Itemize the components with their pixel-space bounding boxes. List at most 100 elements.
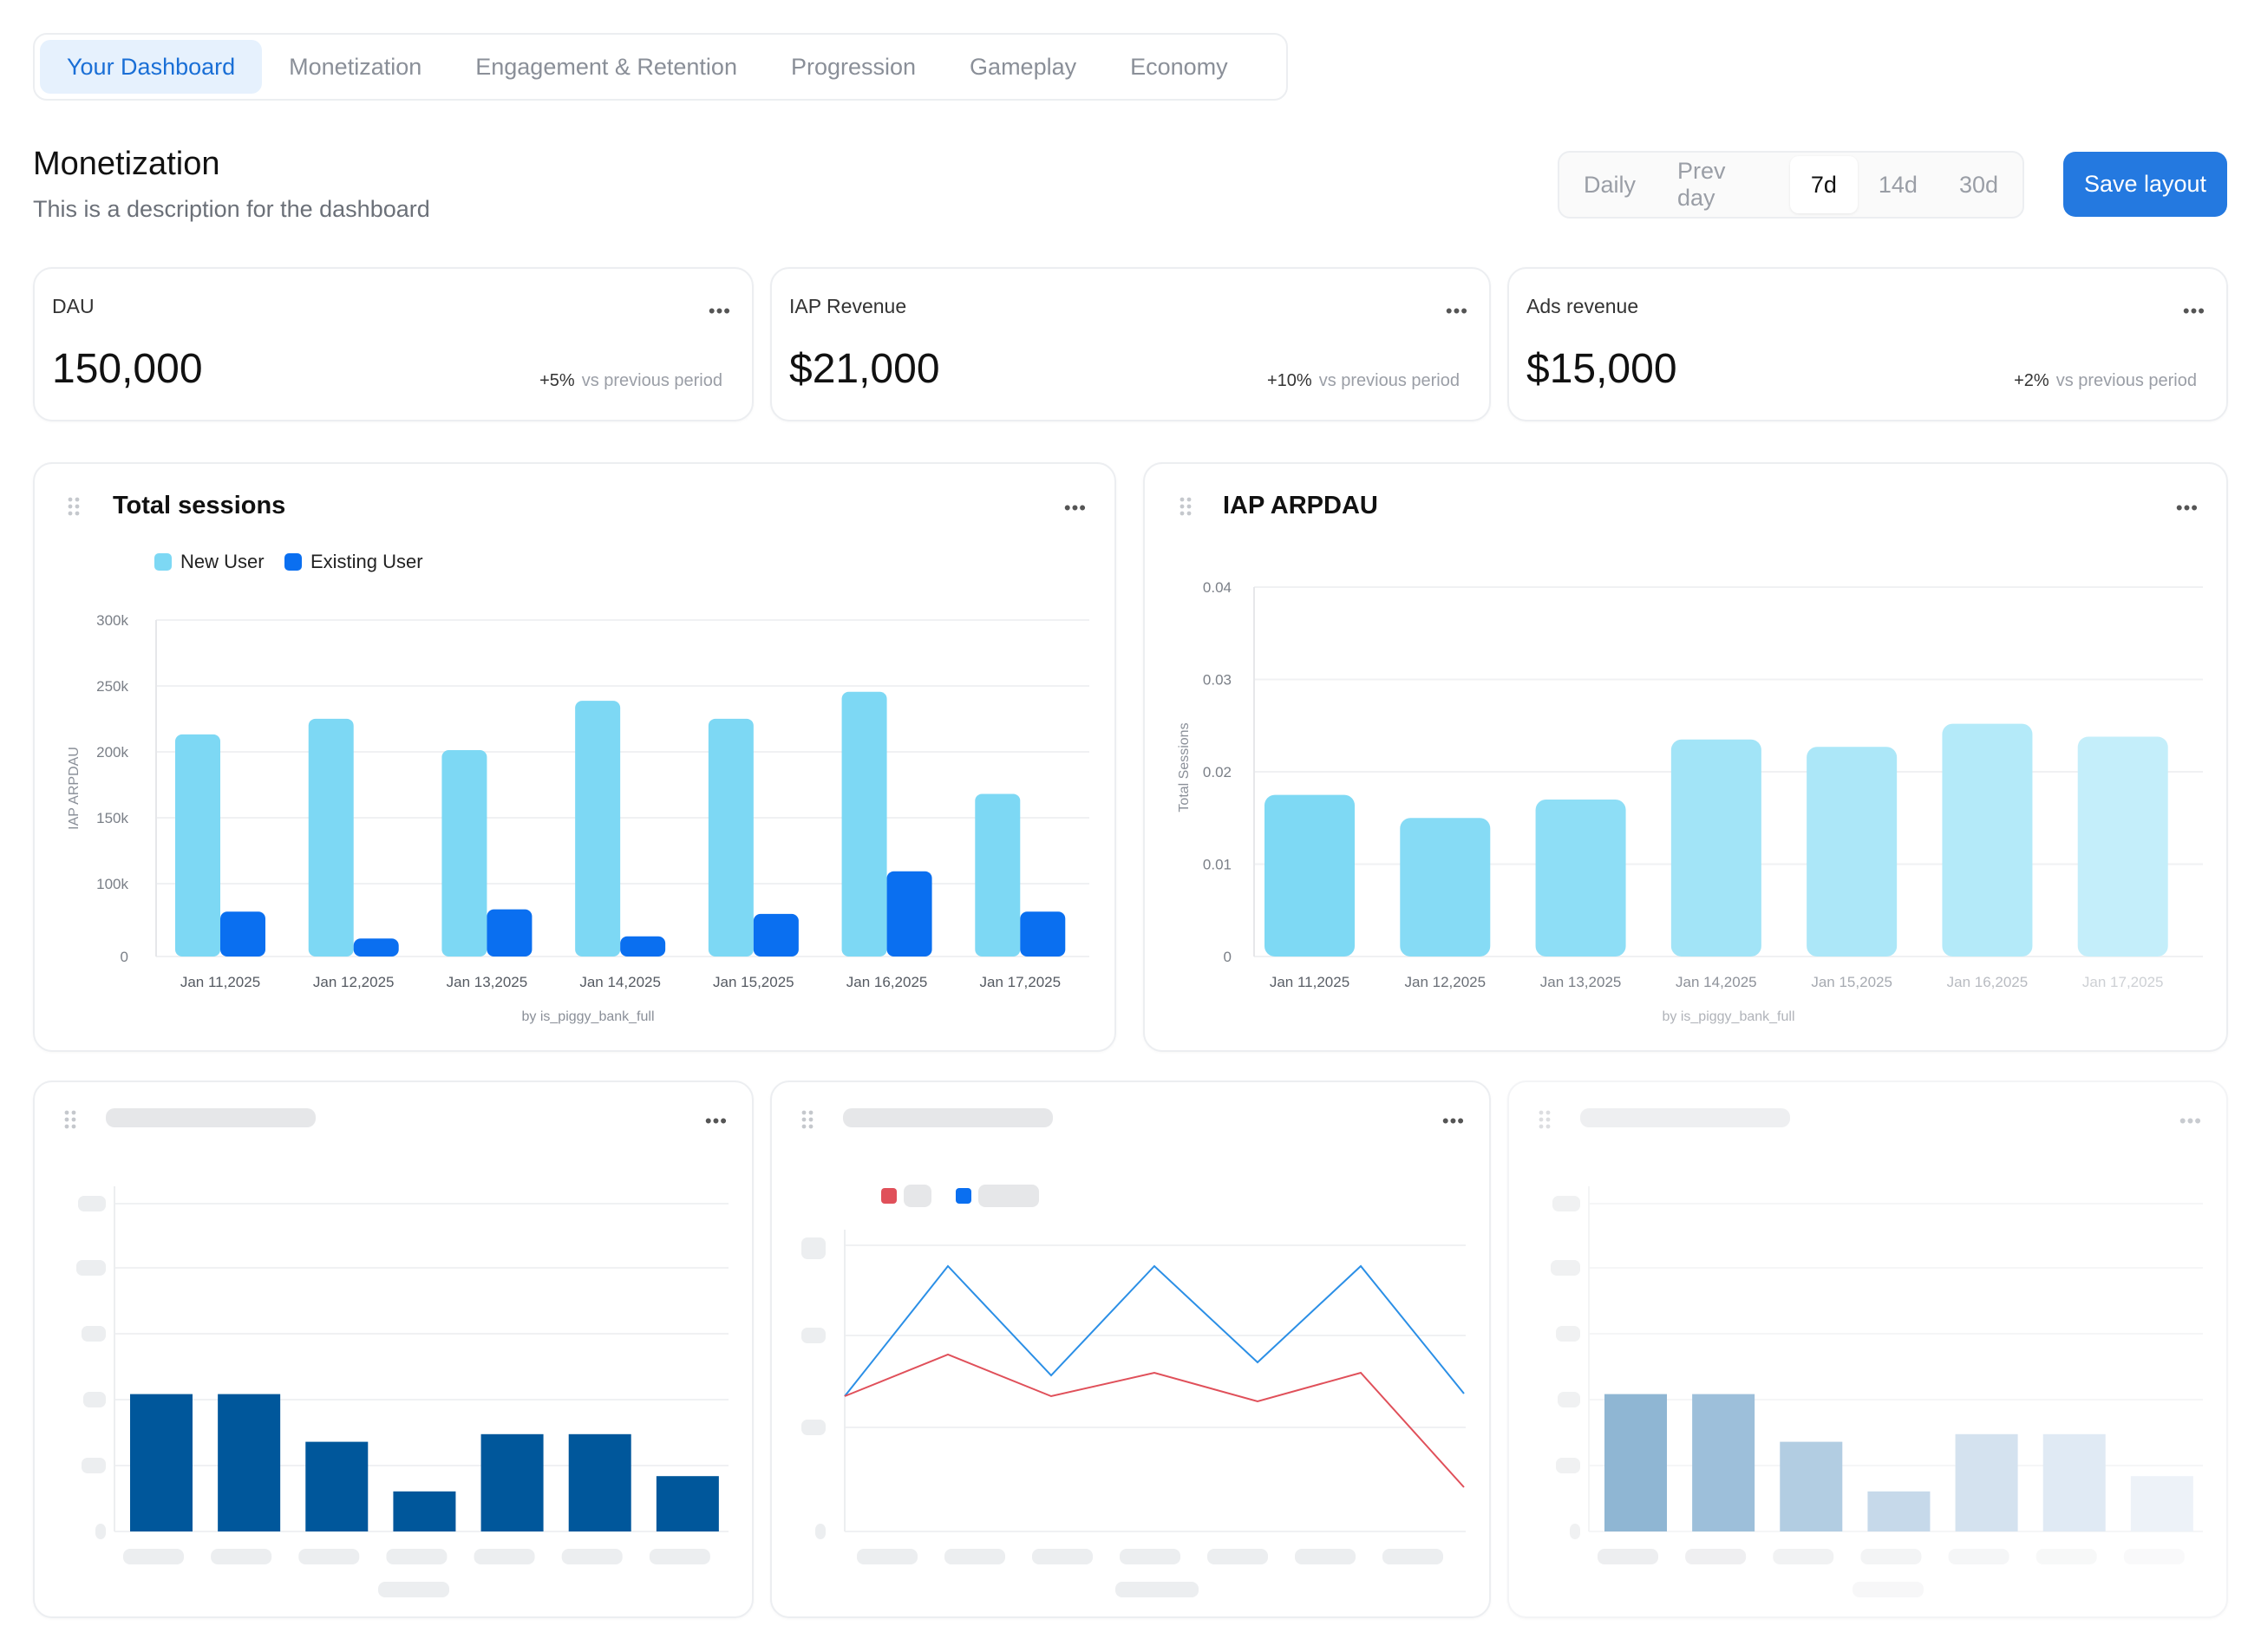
y-tick-label: 0.01 (1203, 857, 1232, 873)
y-tick-label: 0.02 (1203, 764, 1232, 780)
y-tick-skeleton (1551, 1260, 1580, 1276)
ellipsis-icon[interactable]: ••• (2175, 497, 2199, 519)
ellipsis-icon[interactable]: ••• (2179, 1110, 2202, 1132)
delta-text: vs previous period (581, 371, 722, 390)
tab-progression[interactable]: Progression (790, 53, 917, 80)
placeholder-bar (393, 1491, 456, 1531)
bar-existing-user (353, 938, 399, 957)
save-layout-button[interactable]: Save layout (2063, 152, 2227, 217)
ellipsis-icon[interactable]: ••• (2182, 300, 2205, 322)
kpi-value: $15,000 (1526, 346, 1677, 392)
range-30d[interactable]: 30d (1958, 171, 1998, 198)
placeholder-bar (130, 1394, 193, 1531)
x-label-skeleton (378, 1582, 449, 1597)
drag-handle-icon[interactable] (801, 1110, 814, 1129)
placeholder-bar (568, 1433, 631, 1531)
placeholder-bar (305, 1441, 369, 1531)
tab-economy[interactable]: Economy (1130, 53, 1228, 80)
title-skeleton (843, 1108, 1053, 1127)
legend-label: New User (180, 551, 265, 572)
bar-iap-arpdau (1535, 799, 1626, 957)
kpi-label: Ads revenue (1526, 295, 1639, 317)
y-tick-label: 0.03 (1203, 672, 1232, 689)
bar-existing-user (487, 909, 533, 957)
kpi-delta: +5% vs previous period (539, 371, 722, 391)
bar-new-user (841, 691, 887, 957)
range-14d[interactable]: 14d (1878, 171, 1918, 198)
y-tick-skeleton (1558, 1392, 1580, 1407)
x-label-skeleton (1853, 1582, 1924, 1597)
placeholder-bar (480, 1433, 544, 1531)
tab-monetization[interactable]: Monetization (289, 53, 422, 80)
y-axis-label: Total Sessions (1177, 722, 1192, 812)
ellipsis-icon[interactable]: ••• (1063, 497, 1087, 519)
tab-your-dashboard[interactable]: Your Dashboard (40, 40, 263, 94)
ellipsis-icon[interactable]: ••• (1441, 1110, 1465, 1132)
kpi-label: IAP Revenue (789, 295, 907, 317)
x-axis-label: by is_piggy_bank_full (522, 1009, 655, 1024)
title-skeleton (106, 1108, 316, 1127)
placeholder-bar (656, 1476, 719, 1531)
drag-handle-icon[interactable] (1539, 1110, 1551, 1129)
y-tick-label: 100k (96, 876, 128, 892)
x-tick-skeleton (2036, 1549, 2097, 1564)
y-tick-skeleton (95, 1524, 106, 1539)
line-series-blue (844, 1264, 1465, 1397)
title-skeleton (1580, 1108, 1790, 1127)
x-tick-label: Jan 14,2025 (1676, 974, 1757, 990)
placeholder-bar (1604, 1394, 1667, 1531)
x-tick-label: Jan 17,2025 (2082, 974, 2164, 990)
range-7d[interactable]: 7d (1789, 156, 1858, 213)
ellipsis-icon[interactable]: ••• (1445, 300, 1468, 322)
ellipsis-icon[interactable]: ••• (708, 300, 731, 322)
bar-iap-arpdau (2077, 736, 2168, 957)
x-tick-skeleton (123, 1549, 184, 1564)
y-tick-skeleton (76, 1260, 106, 1276)
x-tick-skeleton (857, 1549, 918, 1564)
y-tick-skeleton (1552, 1196, 1580, 1211)
x-tick-skeleton (1685, 1549, 1747, 1564)
legend-swatch-blue (956, 1188, 971, 1204)
placeholder-bar (1780, 1441, 1843, 1531)
tab-engagement-retention[interactable]: Engagement & Retention (475, 53, 737, 80)
range-prev-day[interactable]: Prev day (1677, 158, 1726, 211)
dashboard-tabs: Your Dashboard Monetization Engagement &… (33, 33, 1288, 101)
placeholder-bar (1867, 1491, 1931, 1531)
bar-iap-arpdau (1942, 723, 2033, 957)
x-tick-skeleton (1773, 1549, 1834, 1564)
y-tick-skeleton (1556, 1458, 1580, 1473)
tab-gameplay[interactable]: Gameplay (970, 53, 1077, 80)
x-tick-skeleton (211, 1549, 272, 1564)
y-tick-skeleton (1556, 1326, 1580, 1342)
x-tick-label: Jan 13,2025 (1540, 974, 1622, 990)
page-title: Monetization (33, 146, 220, 182)
x-tick-label: Jan 12,2025 (313, 974, 395, 990)
chart-card-total-sessions: Total sessions ••• New User Existing Use… (33, 462, 1116, 1052)
x-tick-label: Jan 17,2025 (979, 974, 1061, 990)
y-tick-skeleton (801, 1420, 826, 1435)
placeholder-bar (218, 1394, 281, 1531)
x-tick-label: Jan 11,2025 (180, 974, 260, 990)
x-tick-label: Jan 15,2025 (713, 974, 794, 990)
ellipsis-icon[interactable]: ••• (704, 1110, 728, 1132)
legend-existing-user[interactable]: Existing User (284, 551, 423, 573)
bar-new-user (308, 718, 354, 957)
bar-existing-user (220, 911, 265, 957)
legend-swatch (154, 553, 172, 571)
y-tick-skeleton (801, 1244, 826, 1259)
range-daily[interactable]: Daily (1584, 171, 1637, 198)
legend-new-user[interactable]: New User (154, 551, 265, 573)
drag-handle-icon[interactable] (68, 497, 80, 516)
x-tick-skeleton (1295, 1549, 1356, 1564)
x-tick-label: Jan 16,2025 (846, 974, 928, 990)
kpi-card-dau: DAU ••• 150,000 +5% vs previous period (33, 267, 754, 421)
drag-handle-icon[interactable] (1180, 497, 1192, 516)
x-tick-label: Jan 16,2025 (1947, 974, 2029, 990)
delta-text: vs previous period (2055, 371, 2197, 390)
bar-new-user (708, 718, 754, 957)
legend-skeleton (978, 1185, 1039, 1207)
kpi-label: DAU (52, 295, 95, 317)
bar-iap-arpdau (1670, 739, 1761, 957)
x-tick-skeleton (1207, 1549, 1268, 1564)
drag-handle-icon[interactable] (64, 1110, 76, 1129)
